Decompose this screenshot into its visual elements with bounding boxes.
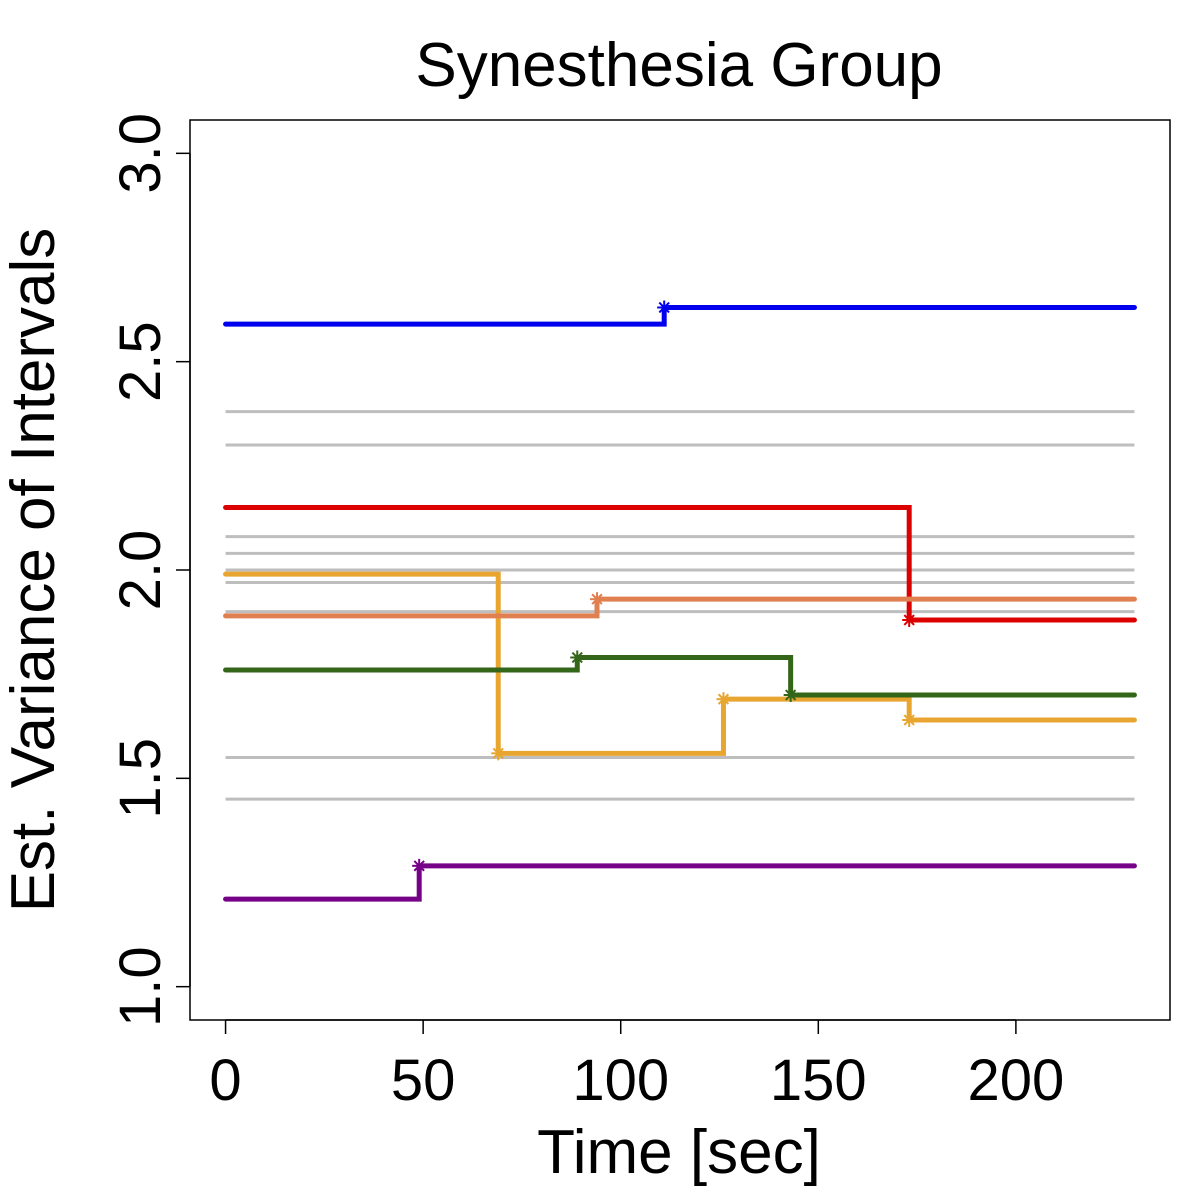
y-axis-label: Est. Variance of Intervals [0,228,68,913]
change-point-marker [902,613,917,627]
change-point-marker [657,300,672,315]
y-tick-label: 3.0 [108,113,173,194]
series [223,571,1137,761]
series [223,592,1137,619]
series-lines [223,300,1137,902]
series [223,650,1137,702]
x-tick-label: 100 [572,1048,669,1113]
change-point-marker [570,650,585,665]
series [223,505,1137,627]
change-point-marker [902,713,917,727]
series-line [223,863,1137,902]
series-line [223,596,1137,619]
y-tick-label: 1.5 [108,738,173,819]
y-tick-label: 1.0 [108,946,173,1027]
series [223,300,1137,327]
x-tick-label: 150 [770,1048,867,1113]
x-axis: 0 50 100 150 200 [209,1019,1064,1113]
change-point-marker [491,746,506,761]
x-axis-label: Time [sec] [537,1118,821,1187]
background-lines [225,410,1135,801]
series-line [223,655,1137,698]
x-tick-label: 200 [967,1048,1064,1113]
change-point-marker [783,688,798,702]
y-axis: 1.0 1.5 2.0 2.5 3.0 [108,113,191,1027]
chart-title: Synesthesia Group [415,31,942,100]
change-point-marker [716,692,731,707]
series-line [223,505,1137,623]
change-point-marker [590,592,605,607]
change-point-marker [412,858,427,873]
y-tick-label: 2.0 [108,530,173,611]
x-tick-label: 50 [391,1048,456,1113]
series [223,858,1137,902]
series-line [223,305,1137,327]
x-tick-label: 0 [209,1048,241,1113]
y-tick-label: 2.5 [108,321,173,402]
